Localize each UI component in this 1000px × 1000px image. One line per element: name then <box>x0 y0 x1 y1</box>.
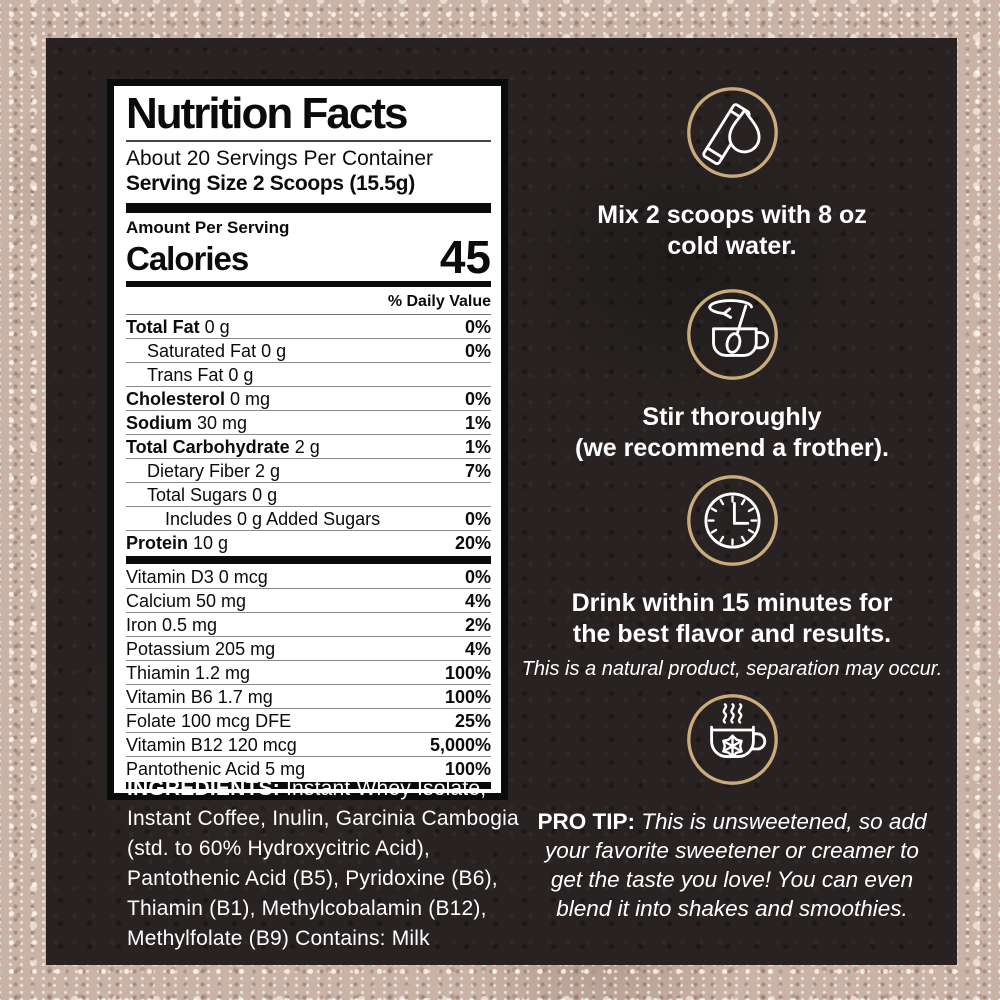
nutrient-row: Cholesterol 0 mg 0% <box>126 386 491 410</box>
vitamin-rows: Vitamin D3 0 mcg 0% Calcium 50 mg 4% Iron 0.… <box>126 565 491 780</box>
nutrient-row: Total Fat 0 g 0% <box>126 316 491 337</box>
calories-label: Calories <box>126 240 249 277</box>
stir-cup-frother-icon <box>686 289 778 380</box>
servings-per-container: About 20 Servings Per Container <box>126 147 434 170</box>
nutrient-rows: Total Fat 0 g 0% Saturated Fat 0 g 0% Trans … <box>126 315 491 554</box>
nutrient-row: Folate 100 mcg DFE 25% <box>126 708 491 732</box>
pro-tip-text: PRO TIP: This is unsweetened, so add you… <box>528 807 936 923</box>
dark-panel: Nutrition Facts About 20 Servings Per Co… <box>46 38 957 965</box>
stick-packet-water-drop-icon <box>686 87 778 178</box>
direction-step-stir: Stir thoroughly (we recommend a frother)… <box>512 287 952 464</box>
direction-step-drink: Drink within 15 minutes for the best fla… <box>512 473 952 682</box>
daily-value-header: % Daily Value <box>126 289 491 315</box>
nutrient-row: Vitamin B6 1.7 mg 100% <box>126 684 491 708</box>
ingredients-label: INGREDIENTS: <box>127 777 280 800</box>
thick-bar <box>126 556 491 564</box>
calories-value: 45 <box>439 231 491 283</box>
ingredients-text: INGREDIENTS: Instant Whey Isolate, Insta… <box>127 774 519 954</box>
bottom-bar <box>126 782 491 789</box>
nutrient-row: Calcium 50 mg 4% <box>126 588 491 612</box>
nutrient-row: Thiamin 1.2 mg 100% <box>126 660 491 684</box>
amount-per-serving-label: Amount Per Serving <box>126 218 290 237</box>
title-divider <box>126 140 491 142</box>
nutrient-row: Includes 0 g Added Sugars 0% <box>126 506 491 530</box>
pro-tip-label: PRO TIP: <box>537 809 636 834</box>
nutrient-row: Potassium 205 mg 4% <box>126 636 491 660</box>
ingredients-list: Instant Whey Isolate, Instant Coffee, In… <box>127 777 519 950</box>
calories-row: Calories 45 <box>126 231 491 283</box>
pro-tip-body: This is unsweetened, so add your favorit… <box>545 809 927 921</box>
nutrient-row: Total Carbohydrate 2 g 1% <box>126 434 491 458</box>
nutrient-row: Saturated Fat 0 g 0% <box>126 338 491 362</box>
serving-size: Serving Size 2 Scoops (15.5g) <box>126 172 415 195</box>
nutrition-facts-label: Nutrition Facts About 20 Servings Per Co… <box>107 79 508 800</box>
nutrient-row: Iron 0.5 mg 2% <box>126 612 491 636</box>
nutrient-row: Dietary Fiber 2 g 7% <box>126 458 491 482</box>
medium-bar <box>126 281 491 287</box>
nutrient-row: Vitamin D3 0 mcg 0% <box>126 566 491 587</box>
direction-text: Drink within 15 minutes for the best fla… <box>571 589 893 648</box>
nutrient-row: Vitamin B12 120 mcg 5,000% <box>126 732 491 756</box>
thick-bar <box>126 203 491 213</box>
direction-step-mix: Mix 2 scoops with 8 oz cold water. <box>512 85 952 262</box>
nutrient-row: Total Sugars 0 g <box>126 482 491 506</box>
nutrient-row: Trans Fat 0 g <box>126 362 491 386</box>
hot-cold-cup-icon <box>686 694 778 785</box>
nutrient-row: Pantothenic Acid 5 mg 100% <box>126 756 491 780</box>
nutrient-row: Protein 10 g 20% <box>126 530 491 554</box>
separation-note: This is a natural product, separation ma… <box>521 658 943 680</box>
direction-step-protip: PRO TIP: This is unsweetened, so add you… <box>512 692 952 923</box>
clock-icon <box>686 475 778 566</box>
nutrient-row: Sodium 30 mg 1% <box>126 410 491 434</box>
direction-text: Mix 2 scoops with 8 oz cold water. <box>597 201 867 260</box>
nutrition-facts-title: Nutrition Facts <box>126 89 408 138</box>
direction-text: Stir thoroughly (we recommend a frother)… <box>575 403 889 462</box>
